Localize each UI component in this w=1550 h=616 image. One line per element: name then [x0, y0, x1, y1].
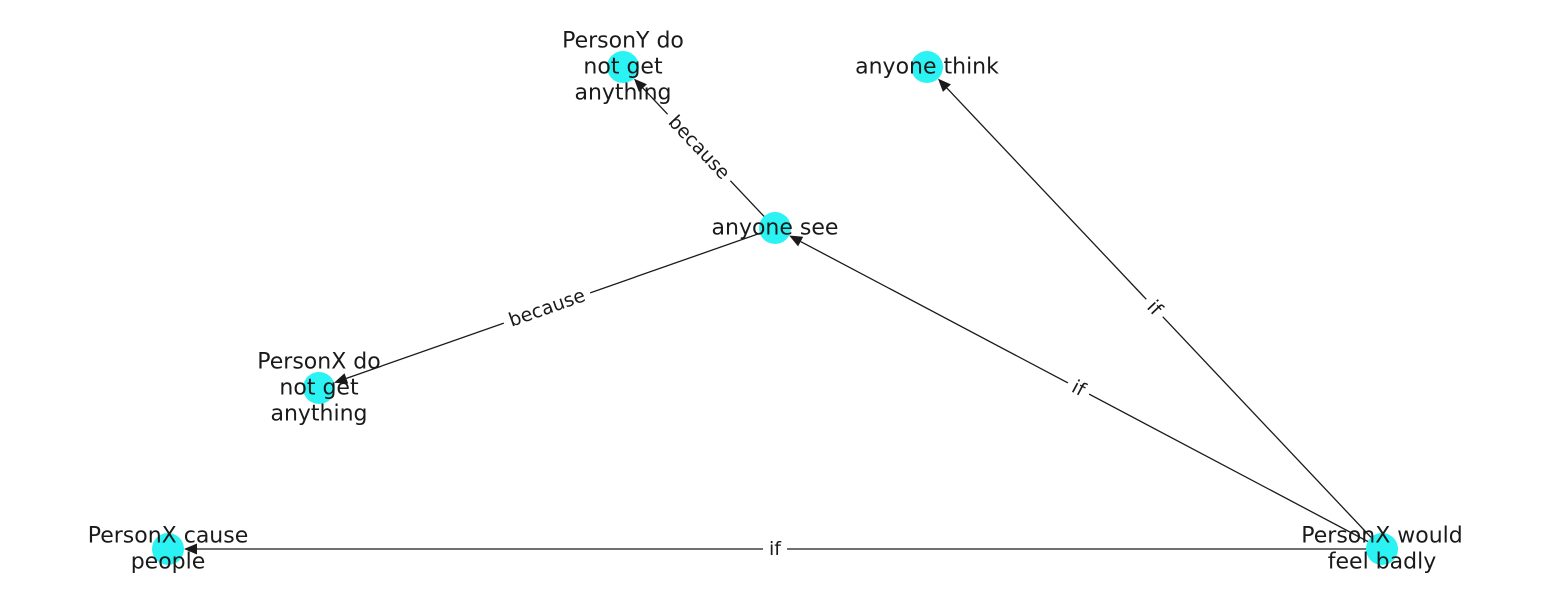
- edge-personx_would_feel_badly-to-personx_cause_people: if: [184, 537, 1382, 561]
- node-label-line: feel badly: [1328, 550, 1436, 575]
- node-label-anyone_see: anyone see: [712, 216, 839, 241]
- labels-layer: PersonX would feel badly anyone see anyone …: [88, 29, 1463, 575]
- arrowhead: [937, 78, 951, 92]
- edge-anyone_see-to-personx_do_not_get_anything: because: [334, 227, 776, 384]
- node-label-persony_do_not_get_anything: PersonY do not get anything: [562, 29, 684, 106]
- edge-label-background: [1062, 372, 1095, 405]
- edge-label-group: because: [658, 106, 740, 189]
- edge-label-background: [499, 281, 595, 335]
- node-personx_would_feel_badly: [1366, 533, 1398, 565]
- node-label-line: anyone see: [712, 216, 839, 241]
- node-label-personx_cause_people: PersonX cause people: [88, 524, 249, 575]
- node-persony_do_not_get_anything: [607, 51, 639, 83]
- node-label-line: PersonY do: [562, 29, 684, 54]
- edge-label: because: [506, 284, 588, 331]
- edge-label-group: if: [1062, 372, 1095, 405]
- node-label-anyone_think: anyone think: [855, 55, 999, 80]
- arrowhead: [334, 373, 349, 384]
- node-label-line: anyone think: [855, 55, 999, 80]
- edge-label: if: [769, 538, 782, 560]
- edge-label-group: if: [763, 537, 787, 561]
- node-label-line: PersonX would: [1301, 524, 1462, 549]
- node-personx_cause_people: [152, 533, 184, 565]
- edge-line: [946, 87, 1383, 550]
- edge-label-background: [1137, 291, 1172, 325]
- nodes-layer: [152, 51, 1398, 565]
- arrowhead: [633, 78, 647, 92]
- node-label-line: people: [131, 550, 206, 575]
- node-label-line: anything: [270, 402, 367, 427]
- node-personx_do_not_get_anything: [303, 372, 335, 404]
- node-label-line: PersonX do: [257, 350, 380, 375]
- arrowhead: [789, 235, 804, 247]
- node-anyone_see: [759, 212, 791, 244]
- edge-label-group: because: [499, 281, 595, 335]
- edge-label-background: [658, 106, 740, 189]
- node-label-line: anything: [574, 81, 671, 106]
- edge-personx_would_feel_badly-to-anyone_think: if: [937, 78, 1383, 550]
- node-anyone_think: [911, 51, 943, 83]
- node-label-line: PersonX cause: [88, 524, 249, 549]
- node-label-line: not get: [279, 376, 359, 401]
- node-label-personx_would_feel_badly: PersonX would feel badly: [1301, 524, 1462, 575]
- edge-label-background: [763, 537, 787, 561]
- edge-line: [800, 240, 1383, 550]
- edge-personx_would_feel_badly-to-anyone_see: if: [789, 235, 1383, 550]
- edge-label: because: [664, 111, 735, 184]
- node-label-line: not get: [583, 55, 663, 80]
- arrowhead: [184, 543, 197, 555]
- node-label-personx_do_not_get_anything: PersonX do not get anything: [257, 350, 380, 427]
